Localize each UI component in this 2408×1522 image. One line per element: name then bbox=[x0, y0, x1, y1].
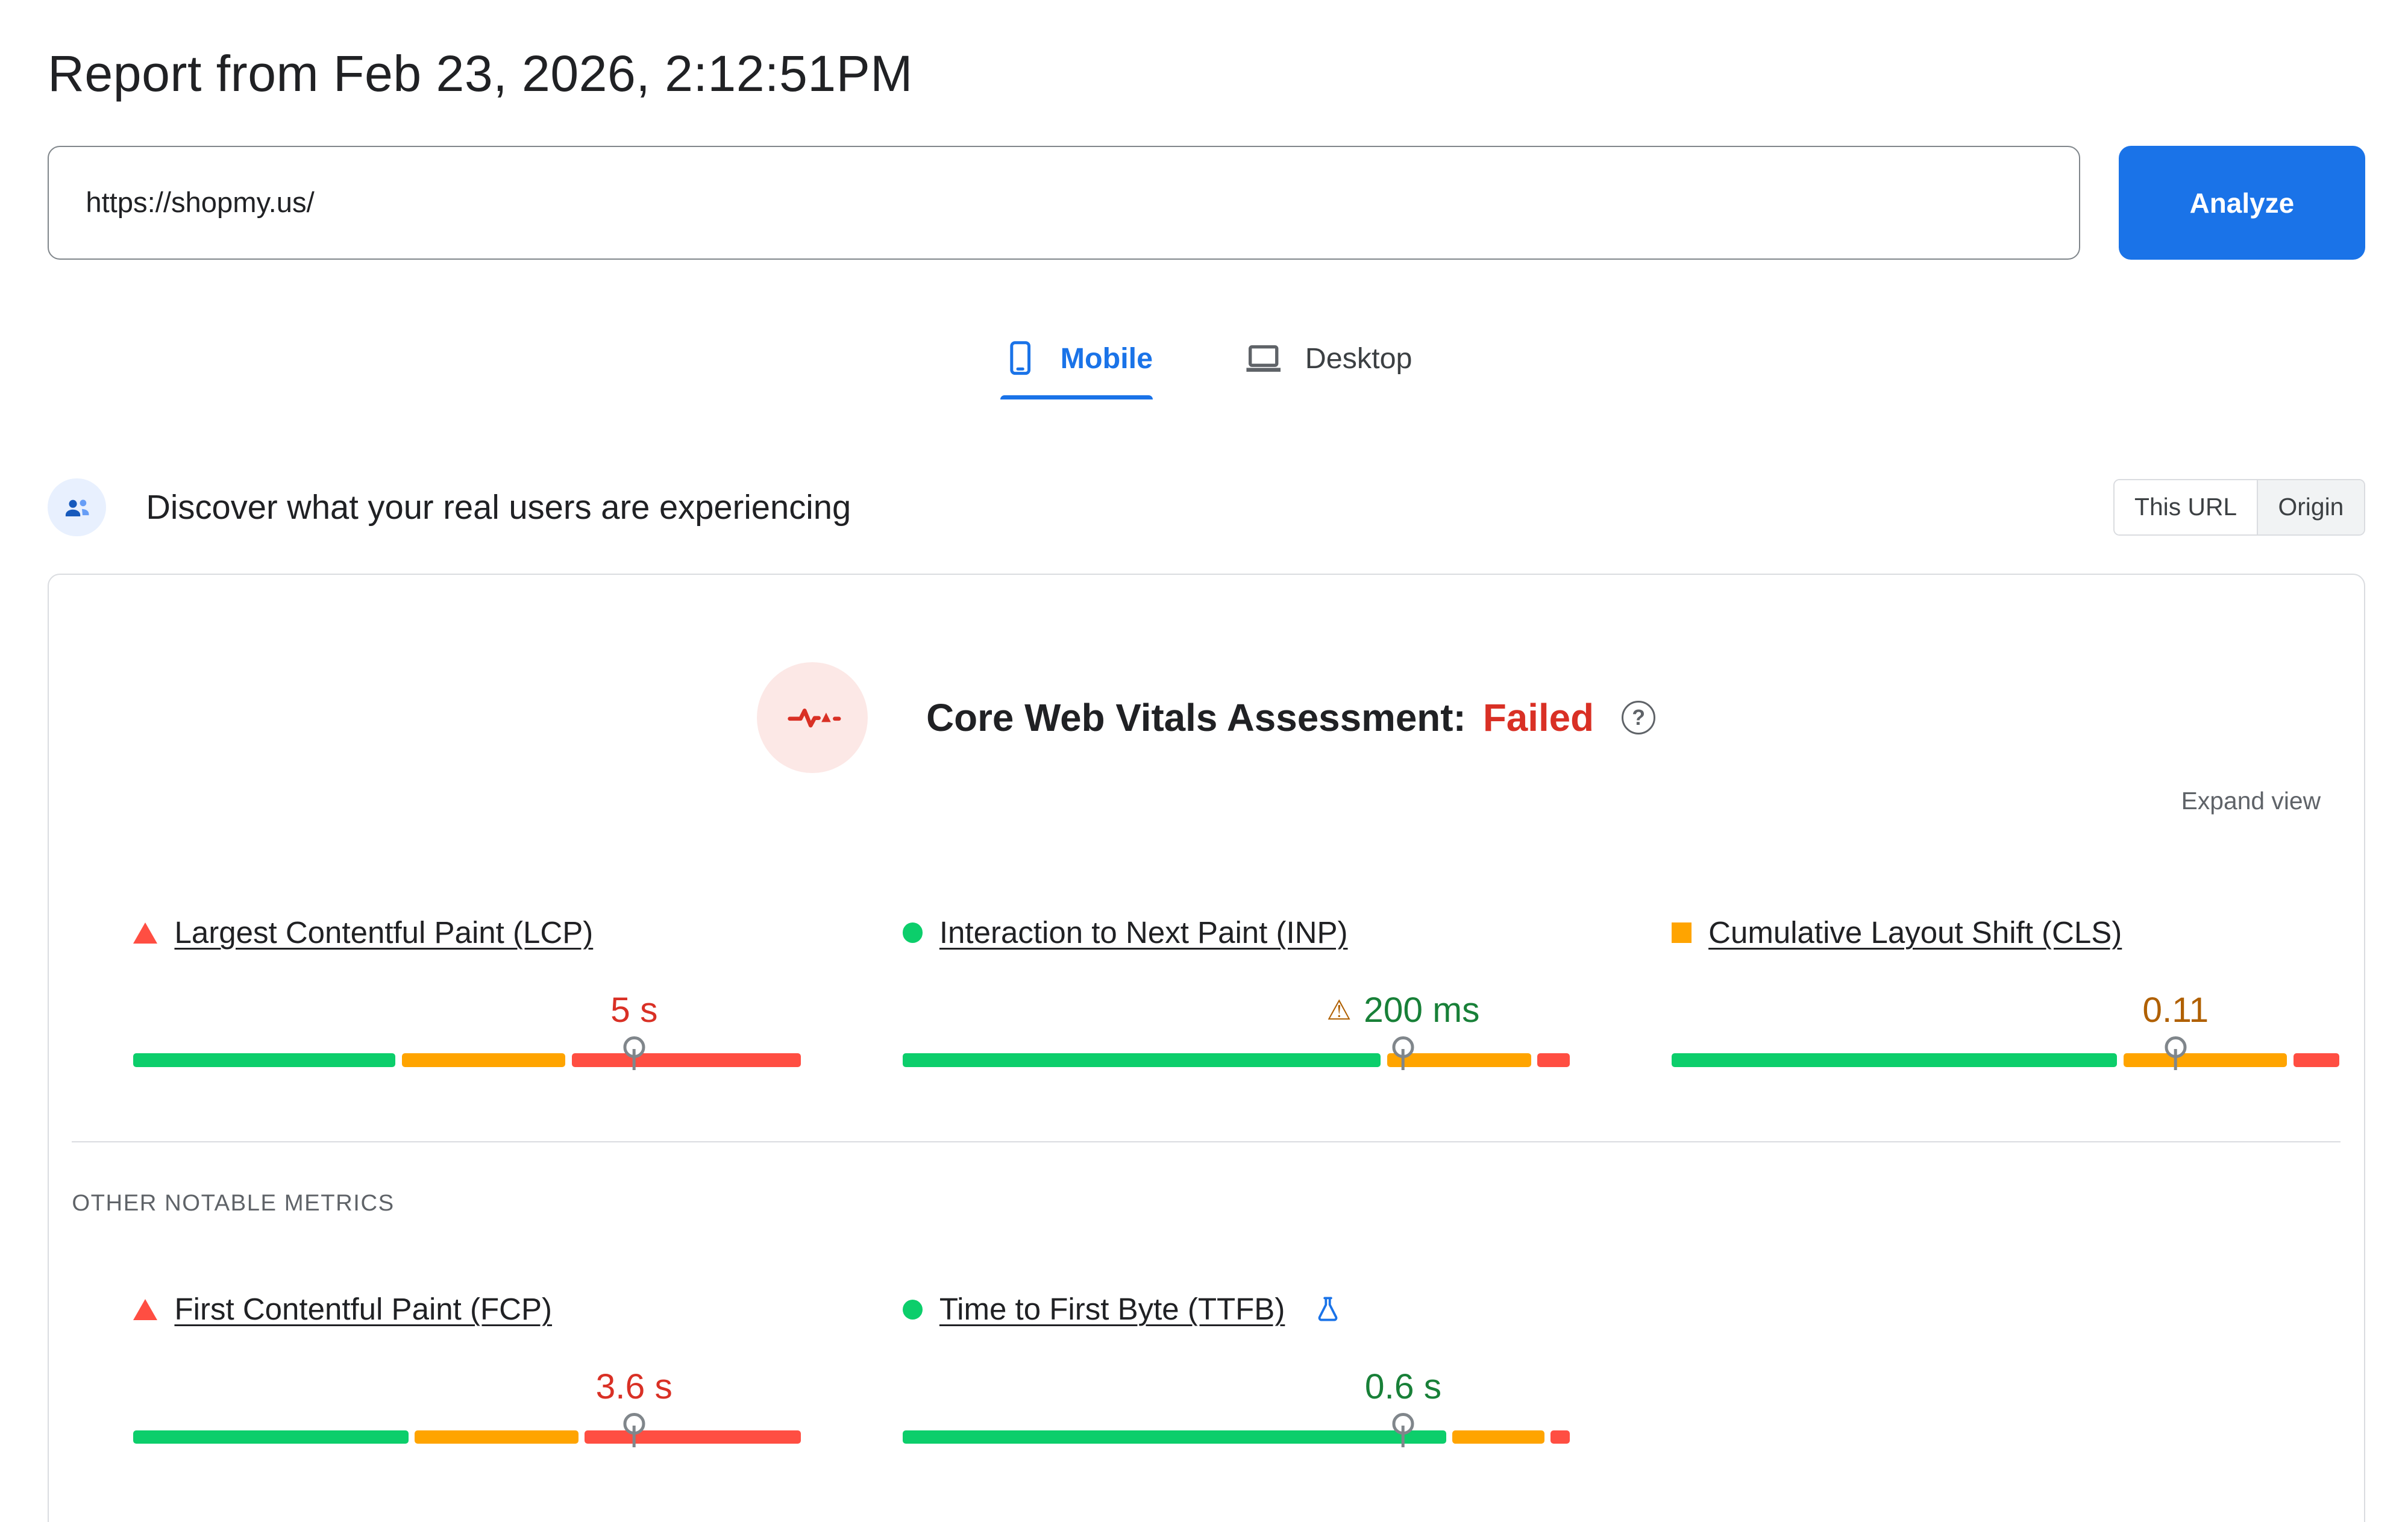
field-data-header: Discover what your real users are experi… bbox=[48, 478, 2365, 537]
metric-distribution-fcp: 3.6 s bbox=[133, 1367, 801, 1444]
metric-cls: Cumulative Layout Shift (CLS) 0.11 bbox=[1671, 913, 2339, 1068]
metric-name-row: Interaction to Next Paint (INP) bbox=[902, 913, 1570, 952]
active-tab-indicator bbox=[1000, 395, 1153, 400]
warning-triangle-icon: ⚠ bbox=[1326, 994, 1352, 1026]
metric-name-row: Time to First Byte (TTFB) bbox=[902, 1290, 1570, 1329]
experimental-flask-icon bbox=[1312, 1294, 1343, 1325]
metric-value-lcp: 5 s bbox=[610, 991, 658, 1030]
bar-segment-poor bbox=[585, 1430, 801, 1444]
bar-segment-good bbox=[1671, 1053, 2118, 1068]
scope-origin-button[interactable]: Origin bbox=[2257, 480, 2364, 535]
analyze-button[interactable]: Analyze bbox=[2119, 146, 2365, 260]
url-bar: Analyze bbox=[48, 146, 2365, 260]
percentile-pin bbox=[2168, 1036, 2184, 1070]
bar-segment-good bbox=[133, 1053, 396, 1068]
expand-view-row: Expand view bbox=[49, 787, 2321, 815]
expand-view-link[interactable]: Expand view bbox=[2181, 786, 2321, 815]
core-web-vitals-card: Core Web Vitals Assessment: Failed Expan… bbox=[48, 573, 2365, 1522]
percentile-pin bbox=[1396, 1036, 1411, 1070]
report-title: Report from Feb 23, 2026, 2:12:51PM bbox=[48, 45, 913, 102]
metric-distribution-cls: 0.11 bbox=[1671, 991, 2339, 1068]
metric-link-lcp[interactable]: Largest Contentful Paint (LCP) bbox=[174, 915, 594, 950]
cwv-title-text: Core Web Vitals Assessment: bbox=[926, 696, 1466, 739]
tab-mobile[interactable]: Mobile bbox=[1000, 337, 1153, 400]
percentile-pin bbox=[627, 1413, 642, 1447]
tab-mobile-label: Mobile bbox=[1060, 342, 1153, 375]
metric-link-ttfb[interactable]: Time to First Byte (TTFB) bbox=[939, 1292, 1285, 1327]
url-input[interactable] bbox=[48, 146, 2081, 260]
percentile-pin bbox=[1396, 1413, 1411, 1447]
percentile-pin bbox=[627, 1036, 642, 1070]
bar-segment-good bbox=[902, 1053, 1381, 1068]
metric-value-ttfb: 0.6 s bbox=[1364, 1367, 1442, 1407]
distribution-bar bbox=[902, 1430, 1570, 1444]
cwv-assessment-title: Core Web Vitals Assessment: Failed bbox=[926, 695, 1656, 740]
metric-link-inp[interactable]: Interaction to Next Paint (INP) bbox=[939, 915, 1348, 950]
metric-distribution-inp: ⚠ 200 ms bbox=[902, 991, 1570, 1068]
bar-segment-average bbox=[1387, 1053, 1531, 1068]
device-tabs: Mobile Desktop bbox=[48, 337, 2365, 400]
metric-fcp: First Contentful Paint (FCP) 3.6 s bbox=[133, 1290, 801, 1444]
metric-ttfb: Time to First Byte (TTFB) 0.6 s bbox=[902, 1290, 1570, 1444]
heartbeat-pulse-icon bbox=[757, 662, 868, 773]
metric-name-row: Cumulative Layout Shift (CLS) bbox=[1671, 913, 2339, 952]
bar-segment-poor bbox=[2293, 1053, 2339, 1068]
bar-segment-average bbox=[1452, 1430, 1544, 1444]
scope-toggle: This URL Origin bbox=[2113, 478, 2365, 536]
distribution-bar bbox=[902, 1053, 1570, 1068]
tab-desktop[interactable]: Desktop bbox=[1242, 337, 1413, 400]
metric-distribution-ttfb: 0.6 s bbox=[902, 1367, 1570, 1444]
bar-segment-good bbox=[902, 1430, 1447, 1444]
bar-segment-good bbox=[133, 1430, 409, 1444]
laptop-icon bbox=[1242, 337, 1285, 380]
metric-name-row: Largest Contentful Paint (LCP) bbox=[133, 913, 801, 952]
card-divider bbox=[72, 1141, 2341, 1142]
metric-value-cls: 0.11 bbox=[2142, 991, 2209, 1030]
bar-segment-poor bbox=[1537, 1053, 1570, 1068]
good-status-icon bbox=[902, 922, 923, 943]
metric-value-fcp: 3.6 s bbox=[595, 1367, 673, 1407]
metric-link-fcp[interactable]: First Contentful Paint (FCP) bbox=[174, 1292, 553, 1327]
cwv-status-badge: Failed bbox=[1482, 696, 1594, 739]
other-metrics-label: OTHER NOTABLE METRICS bbox=[72, 1189, 395, 1216]
distribution-bar bbox=[133, 1053, 801, 1068]
tab-desktop-label: Desktop bbox=[1305, 342, 1413, 375]
metric-inp: Interaction to Next Paint (INP) ⚠ 200 ms bbox=[902, 913, 1570, 1068]
bar-segment-average bbox=[2123, 1053, 2287, 1068]
bar-segment-average bbox=[415, 1430, 579, 1444]
bar-segment-poor bbox=[571, 1053, 801, 1068]
distribution-bar bbox=[1671, 1053, 2339, 1068]
smartphone-icon bbox=[1000, 338, 1040, 378]
metric-lcp: Largest Contentful Paint (LCP) 5 s bbox=[133, 913, 801, 1068]
cwv-assessment-header: Core Web Vitals Assessment: Failed bbox=[49, 662, 2363, 773]
metric-name-row: First Contentful Paint (FCP) bbox=[133, 1290, 801, 1329]
average-status-icon bbox=[1671, 922, 1692, 943]
distribution-bar bbox=[133, 1430, 801, 1444]
metric-link-cls[interactable]: Cumulative Layout Shift (CLS) bbox=[1708, 915, 2122, 950]
good-status-icon bbox=[902, 1299, 923, 1320]
metric-value-inp: ⚠ 200 ms bbox=[1326, 991, 1480, 1030]
help-question-icon[interactable] bbox=[1622, 700, 1656, 735]
metric-distribution-lcp: 5 s bbox=[133, 991, 801, 1068]
poor-status-icon bbox=[133, 1299, 158, 1320]
report-content: Report from Feb 23, 2026, 2:12:51PM Anal… bbox=[48, 0, 2365, 1522]
other-metrics-grid: First Contentful Paint (FCP) 3.6 s Time to… bbox=[133, 1290, 2339, 1444]
bar-segment-average bbox=[401, 1053, 566, 1068]
core-metrics-grid: Largest Contentful Paint (LCP) 5 s Interac… bbox=[133, 913, 2339, 1068]
real-users-icon bbox=[48, 478, 107, 537]
scope-this-url-button[interactable]: This URL bbox=[2114, 480, 2257, 535]
field-data-heading: Discover what your real users are experi… bbox=[146, 488, 851, 527]
bar-segment-poor bbox=[1550, 1430, 1570, 1444]
poor-status-icon bbox=[133, 922, 158, 944]
